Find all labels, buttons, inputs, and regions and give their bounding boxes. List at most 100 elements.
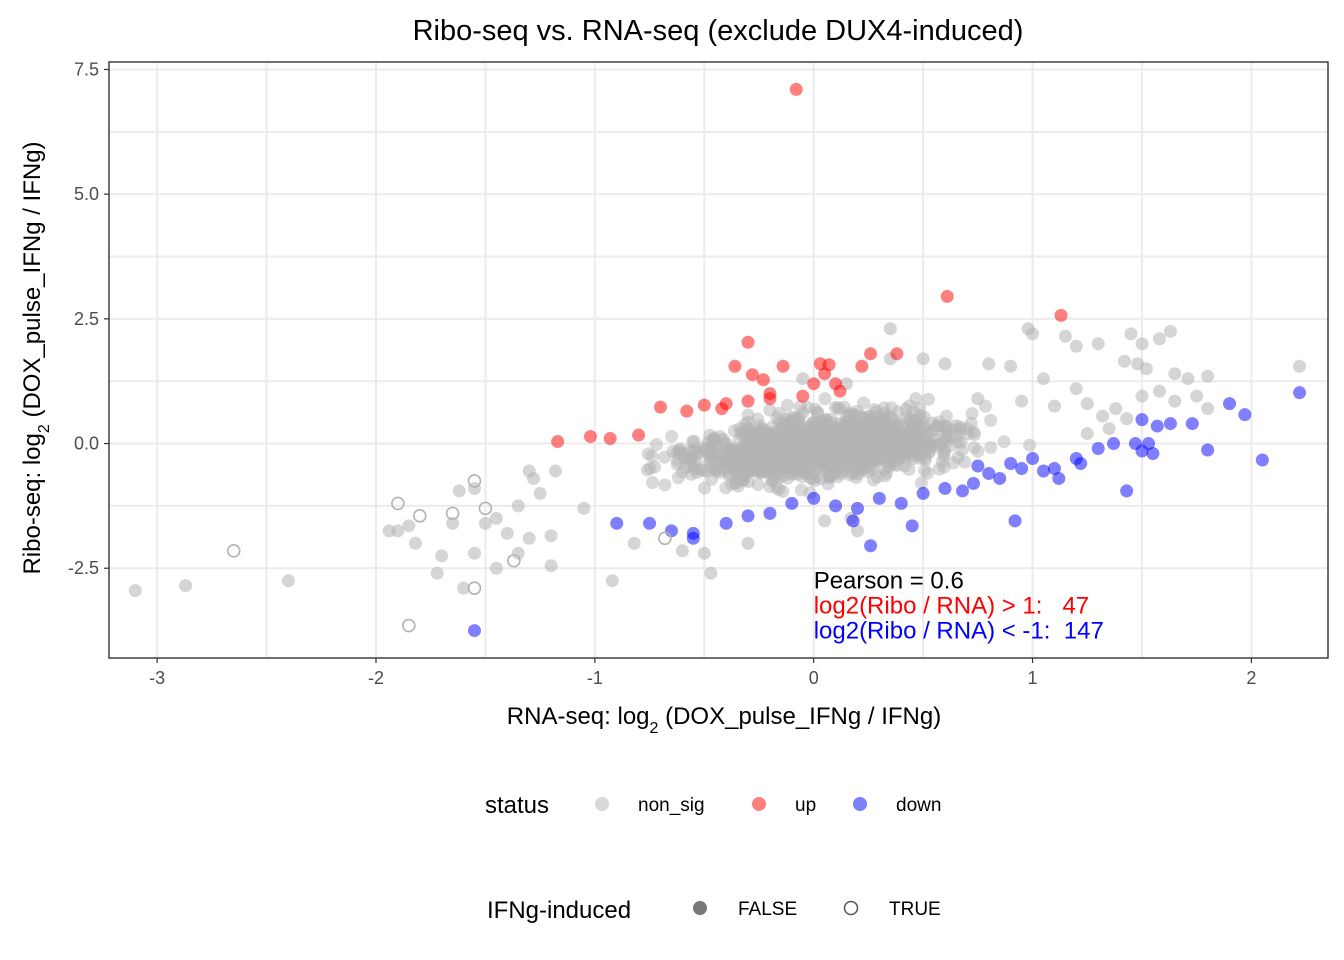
x-axis-title: RNA-seq: log2 (DOX_pulse_IFNg / IFNg) xyxy=(507,703,941,737)
point-non-sig xyxy=(452,484,466,498)
point-non-sig-bulk xyxy=(729,455,743,469)
y-axis-ticks: -2.5 0.0 2.5 5.0 7.5 xyxy=(68,59,109,578)
point-ifng-true xyxy=(658,531,672,546)
point-ifng-true xyxy=(226,543,241,558)
point-down xyxy=(1026,452,1040,466)
point-down xyxy=(1120,484,1134,498)
x-axis-ticks: -3 -2 -1 0 1 2 xyxy=(149,658,1256,688)
point-non-sig xyxy=(1152,384,1166,398)
point-up xyxy=(741,394,755,408)
point-down xyxy=(1223,397,1237,411)
point-non-sig xyxy=(971,392,985,406)
point-non-sig xyxy=(916,352,930,366)
legend-label-non-sig: non_sig xyxy=(638,795,705,816)
point-non-sig xyxy=(511,546,525,560)
stat-annotation: Pearson = 0.6 xyxy=(814,568,964,595)
point-down xyxy=(1150,419,1164,433)
point-non-sig xyxy=(1139,362,1153,376)
point-non-sig xyxy=(1120,412,1134,426)
chart-title: Ribo-seq vs. RNA-seq (exclude DUX4-induc… xyxy=(413,15,1024,47)
point-non-sig-bulk xyxy=(866,473,880,487)
point-non-sig-bulk xyxy=(904,421,918,435)
point-non-sig xyxy=(457,581,471,595)
point-non-sig xyxy=(533,486,547,500)
point-ifng-true xyxy=(412,509,427,523)
point-non-sig xyxy=(1181,372,1195,386)
point-up xyxy=(603,432,617,446)
point-down xyxy=(1201,443,1215,457)
point-non-sig-bulk xyxy=(650,438,664,452)
point-non-sig xyxy=(430,566,444,580)
point-non-sig-bulk xyxy=(665,429,679,443)
point-down xyxy=(864,539,878,553)
plot-grid xyxy=(109,62,1328,658)
point-down xyxy=(1135,413,1149,427)
point-non-sig-bulk xyxy=(914,476,928,490)
legend-label-true: TRUE xyxy=(889,899,941,920)
point-non-sig-bulk xyxy=(857,396,871,410)
point-non-sig-bulk xyxy=(955,443,969,457)
point-non-sig xyxy=(522,464,536,478)
point-up xyxy=(654,400,668,414)
point-down xyxy=(610,516,624,530)
point-non-sig-bulk xyxy=(804,457,818,471)
point-non-sig xyxy=(1152,332,1166,346)
point-non-sig-bulk xyxy=(1023,438,1037,452)
point-non-sig-bulk xyxy=(968,427,982,441)
point-non-sig-bulk xyxy=(860,439,874,453)
point-non-sig-bulk xyxy=(779,419,793,433)
point-non-sig-bulk xyxy=(717,445,731,459)
point-up xyxy=(715,402,729,416)
y-tick-label: 7.5 xyxy=(74,59,99,79)
point-non-sig xyxy=(281,574,295,588)
point-non-sig xyxy=(675,544,689,558)
point-non-sig xyxy=(1026,327,1040,341)
point-non-sig-bulk xyxy=(939,430,953,444)
point-non-sig-bulk xyxy=(729,476,743,490)
point-non-sig xyxy=(1201,402,1215,416)
x-tick-label: 0 xyxy=(809,668,819,688)
legend-status: status non_sig up down xyxy=(485,792,941,819)
point-down xyxy=(785,496,799,510)
point-non-sig xyxy=(1015,394,1029,408)
point-non-sig-bulk xyxy=(886,429,900,443)
point-up xyxy=(796,389,810,403)
point-down xyxy=(1128,437,1142,451)
legend-key-up xyxy=(752,797,766,811)
non-sig-bulk-cloud xyxy=(640,392,1037,500)
point-non-sig xyxy=(391,524,405,538)
point-non-sig-bulk xyxy=(878,445,892,459)
point-non-sig-bulk xyxy=(716,455,730,469)
point-non-sig xyxy=(1047,399,1061,413)
point-up xyxy=(583,430,597,444)
point-non-sig xyxy=(1058,329,1072,343)
point-ifng-true xyxy=(507,553,521,568)
point-down xyxy=(1015,461,1029,475)
point-non-sig-bulk xyxy=(763,403,777,417)
legend-label-up: up xyxy=(795,795,816,816)
point-down xyxy=(719,516,733,530)
point-non-sig xyxy=(697,546,711,560)
point-non-sig-bulk xyxy=(958,455,972,469)
point-non-sig xyxy=(402,519,416,533)
point-up xyxy=(632,428,646,442)
point-non-sig-bulk xyxy=(913,408,927,422)
point-non-sig-bulk xyxy=(885,411,899,425)
legend-key-non-sig xyxy=(595,797,609,811)
point-non-sig-bulk xyxy=(828,400,842,414)
point-non-sig xyxy=(489,561,503,575)
point-non-sig-bulk xyxy=(727,424,741,438)
point-ifng-true xyxy=(402,618,416,633)
point-non-sig-bulk xyxy=(965,407,979,421)
point-non-sig-bulk xyxy=(821,453,835,467)
point-up xyxy=(833,384,847,398)
point-non-sig xyxy=(1168,394,1182,408)
point-non-sig xyxy=(1080,427,1094,441)
y-axis-title: Ribo-seq: log2 (DOX_pulse_IFNg / IFNg) xyxy=(19,141,53,574)
y-tick-label: 0.0 xyxy=(74,434,99,454)
point-non-sig-bulk xyxy=(776,469,790,483)
point-down xyxy=(807,491,821,505)
point-down xyxy=(938,481,952,495)
point-non-sig-bulk xyxy=(843,406,857,420)
